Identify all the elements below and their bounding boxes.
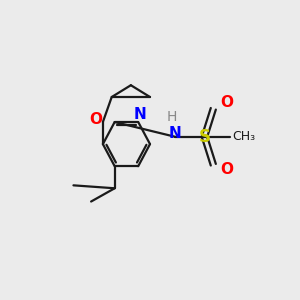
Text: O: O — [220, 95, 233, 110]
Text: H: H — [167, 110, 177, 124]
Text: O: O — [220, 162, 233, 177]
Text: O: O — [89, 112, 102, 128]
Text: N: N — [169, 126, 182, 141]
Text: S: S — [199, 128, 211, 146]
Text: N: N — [133, 107, 146, 122]
Text: CH₃: CH₃ — [233, 130, 256, 143]
